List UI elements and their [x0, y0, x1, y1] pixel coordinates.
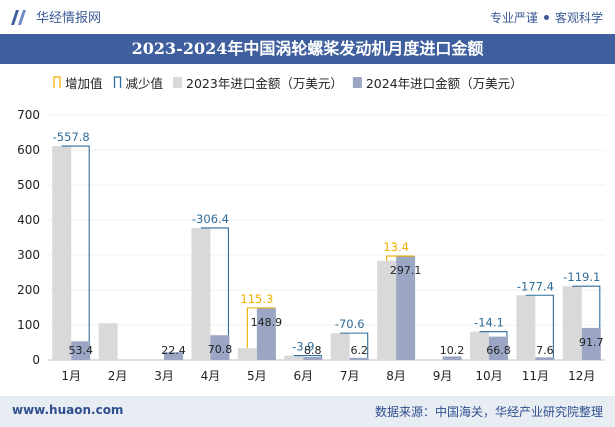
data-label-2024-7月: 6.2	[350, 344, 368, 357]
brand: 华经情报网	[10, 7, 101, 26]
legend-label-4: 2024年进口金额（万美元）	[366, 76, 523, 91]
bar-2023-8月	[377, 260, 397, 360]
x-tick-label-4月: 4月	[201, 369, 221, 383]
tagline: 专业严谨 客观科学	[490, 9, 603, 26]
bar-2023-7月	[330, 333, 350, 360]
chart-title: 2023-2024年中国涡轮螺桨发动机月度进口金额	[131, 39, 484, 58]
x-tick-label-5月: 5月	[247, 369, 267, 383]
change-bracket-11月	[525, 294, 554, 358]
bar-2023-11月	[516, 295, 536, 360]
data-label-2024-4月: 70.8	[208, 343, 233, 356]
bar-2024-1月	[71, 341, 91, 360]
change-label-11月: -177.4	[517, 279, 554, 293]
legend-swatch-3	[173, 77, 183, 88]
data-label-2024-1月: 53.4	[68, 344, 93, 357]
change-bracket-7月	[340, 332, 369, 358]
bar-2024-5月	[256, 307, 276, 360]
y-tick-label-3: 200	[17, 283, 40, 297]
bar-2023-4月	[191, 227, 211, 360]
x-tick-label-7月: 7月	[340, 369, 360, 383]
top-bar: 华经情报网 专业严谨 客观科学	[0, 0, 615, 34]
change-label-8月: 13.4	[383, 240, 409, 254]
bar-2023-12月	[562, 286, 582, 360]
footer-url[interactable]: www.huaon.com	[12, 403, 124, 417]
chart: 增加值 减少值 2023年进口金额（万美元） 2024年进口金额（万美元） 0 100 20…	[17, 76, 605, 383]
tag-separator-icon	[543, 15, 549, 20]
legend-label-2: 减少值	[126, 76, 164, 91]
data-label-2024-11月: 7.6	[536, 344, 554, 357]
legend-label-1: 增加值	[65, 76, 103, 91]
x-tick-label-2月: 2月	[108, 369, 128, 383]
footer: www.huaon.com 数据来源：中国海关，华经产业研究院整理	[0, 396, 615, 427]
x-tick-label-8月: 8月	[386, 369, 406, 383]
y-tick-label-6: 500	[17, 178, 40, 192]
x-tick-label-1月: 1月	[61, 369, 81, 383]
x-tick-label-10月: 10月	[475, 369, 502, 383]
y-tick-label-4: 300	[17, 248, 40, 262]
data-label-2024-5月: 148.9	[251, 316, 283, 329]
y-tick-label-7: 600	[17, 143, 40, 157]
change-label-7月: -70.6	[335, 317, 365, 331]
legend-label-3: 2023年进口金额（万美元）	[186, 76, 343, 91]
change-bracket-10月	[479, 331, 508, 337]
change-label-5月: 115.3	[240, 292, 273, 306]
change-bracket-12月	[572, 285, 601, 328]
tag-1: 专业严谨	[489, 11, 538, 25]
bar-2024-10月	[488, 336, 508, 360]
change-label-1月: -557.8	[53, 130, 90, 144]
legend-swatch-2	[113, 76, 122, 88]
bar-2024-9月	[442, 356, 462, 360]
bar-2024-7月	[349, 357, 369, 360]
change-bracket-1月	[61, 145, 90, 342]
bar-2023-2月	[98, 323, 118, 360]
footer-source: 数据来源：中国海关，华经产业研究院整理	[374, 405, 603, 419]
data-label-2024-9月: 10.2	[440, 344, 465, 357]
brand-logo-icon	[11, 9, 26, 25]
title-bar: 2023-2024年中国涡轮螺桨发动机月度进口金额	[0, 34, 615, 64]
bar-2024-8月	[396, 256, 416, 360]
data-label-2024-3月: 22.4	[161, 344, 186, 357]
brand-name: 华经情报网	[36, 11, 102, 26]
change-bracket-5月	[246, 307, 275, 349]
bar-2023-1月	[52, 146, 72, 360]
legend-swatch-4	[352, 77, 362, 88]
change-label-10月: -14.1	[474, 316, 504, 330]
y-tick-label-5: 400	[17, 213, 40, 227]
y-tick-label-8: 700	[17, 108, 40, 122]
x-tick-label-9月: 9月	[433, 369, 453, 383]
legend-swatch-1	[53, 76, 61, 88]
bar-2023-5月	[237, 348, 257, 360]
data-label-2024-10月: 66.8	[486, 344, 511, 357]
data-label-2024-12月: 91.7	[579, 336, 604, 349]
bar-2024-11月	[535, 357, 555, 360]
change-label-12月: -119.1	[563, 270, 600, 284]
bar-2024-12月	[581, 327, 601, 360]
y-tick-label-2: 100	[17, 318, 40, 332]
bar-2024-3月	[164, 352, 184, 360]
x-tick-label-11月: 11月	[522, 369, 549, 383]
x-tick-label-3月: 3月	[154, 369, 174, 383]
tag-2: 客观科学	[554, 11, 603, 25]
bar-2023-10月	[469, 331, 489, 360]
change-bracket-6月	[293, 355, 322, 357]
y-tick-label-1: 0	[32, 353, 40, 367]
change-label-4月: -306.4	[192, 212, 229, 226]
bar-2023-6月	[284, 355, 304, 360]
data-label-2024-8月: 297.1	[390, 264, 422, 277]
change-bracket-8月	[386, 255, 415, 261]
bar-2024-6月	[303, 356, 323, 360]
data-label-2024-6月: 8.8	[304, 344, 322, 357]
bar-2024-4月	[210, 335, 230, 360]
x-tick-label-6月: 6月	[293, 369, 313, 383]
change-bracket-4月	[200, 227, 230, 336]
change-label-6月: -3.9	[292, 340, 314, 354]
x-tick-label-12月: 12月	[568, 369, 595, 383]
